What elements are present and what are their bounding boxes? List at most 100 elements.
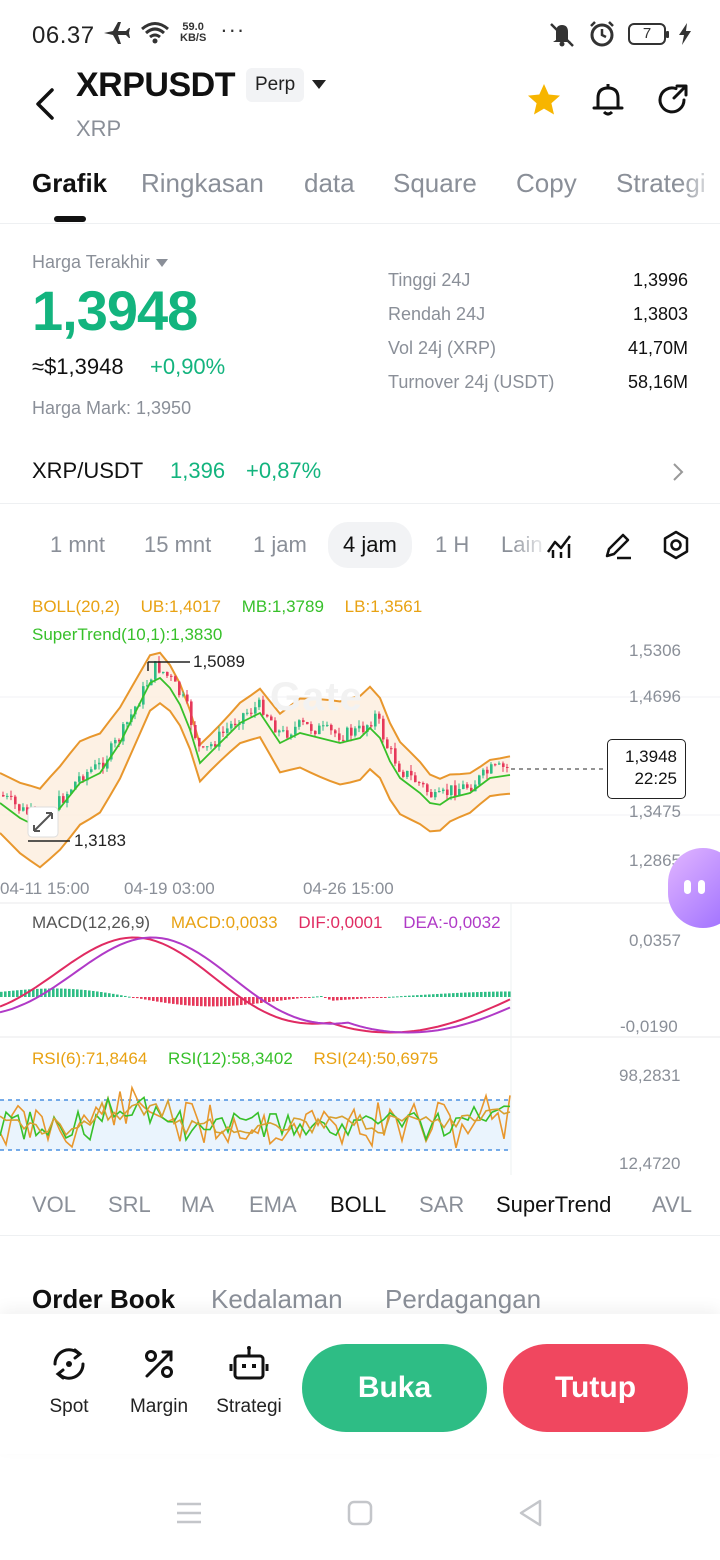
candle-body	[154, 661, 157, 680]
interval-15m[interactable]: 15 mnt	[144, 532, 212, 557]
macd-histogram-bar	[316, 996, 319, 998]
chart-settings-icon[interactable]	[661, 530, 691, 560]
back-nav-icon[interactable]	[516, 1498, 546, 1528]
last-price-label[interactable]: Harga Terakhir	[32, 252, 168, 273]
macd-histogram-bar	[140, 997, 143, 999]
macd-histogram-bar	[460, 992, 463, 997]
back-icon[interactable]	[30, 84, 60, 124]
tab-perdagangan[interactable]: Perdagangan	[385, 1284, 542, 1314]
candle-body	[190, 701, 193, 726]
rsi-12-line	[0, 1095, 511, 1142]
indicator-icon[interactable]	[545, 530, 575, 560]
chart-canvas[interactable]	[0, 585, 720, 1175]
favorite-star-icon[interactable]	[526, 82, 562, 118]
indicator-sar[interactable]: SAR	[419, 1192, 465, 1217]
macd-histogram-bar	[256, 997, 259, 1004]
candle-body	[102, 762, 105, 769]
indicator-avl[interactable]: AVL	[652, 1192, 692, 1217]
pair-subtitle: XRP	[76, 116, 122, 141]
candle-body	[114, 740, 117, 744]
spot-button[interactable]: Spot	[24, 1344, 114, 1418]
candle-body	[454, 785, 457, 796]
kline-chart[interactable]: Gate BOLL(20,2) UB:1,4017 MB:1,3789 LB:1…	[0, 585, 720, 1175]
macd-dif-line	[0, 936, 511, 1034]
menu-icon[interactable]	[174, 1498, 204, 1528]
tab-grafik[interactable]: Grafik	[32, 168, 108, 198]
tab-data[interactable]: data	[304, 168, 355, 198]
candle-body	[438, 791, 441, 793]
spot-price: 1,396	[170, 458, 226, 483]
macd-histogram-bar	[480, 991, 483, 997]
macd-histogram-bar	[320, 996, 323, 998]
candle-body	[414, 775, 417, 783]
close-position-button[interactable]: Tutup	[503, 1344, 688, 1432]
macd-histogram-bar	[380, 997, 383, 998]
pair-dropdown-icon[interactable]	[312, 80, 326, 89]
macd-histogram-bar	[84, 990, 87, 997]
indicator-srl[interactable]: SRL	[108, 1192, 151, 1217]
stat-row: Rendah 24J 1,3803	[388, 304, 688, 324]
candle-body	[14, 796, 17, 805]
indicator-vol[interactable]: VOL	[32, 1192, 77, 1217]
interval-1d[interactable]: 1 H	[435, 532, 470, 557]
macd-histogram-bar	[400, 996, 403, 998]
interval-1h[interactable]: 1 jam	[253, 532, 307, 557]
candle-body	[370, 725, 373, 727]
tab-square[interactable]: Square	[393, 168, 477, 198]
indicator-supertrend[interactable]: SuperTrend	[496, 1192, 612, 1217]
macd-histogram-bar	[268, 997, 271, 1003]
header: XRPUSDT Perp XRP	[0, 60, 720, 150]
macd-histogram-bar	[396, 996, 399, 998]
macd-histogram-bar	[48, 988, 51, 997]
interval-4h[interactable]: 4 jam	[328, 522, 412, 568]
candle-body	[226, 728, 229, 733]
open-position-button[interactable]: Buka	[302, 1344, 487, 1432]
perp-badge[interactable]: Perp	[246, 68, 305, 102]
tab-kedalaman[interactable]: Kedalaman	[211, 1284, 343, 1314]
candle-body	[2, 795, 5, 797]
tab-order-book[interactable]: Order Book	[32, 1284, 176, 1314]
interval-1m[interactable]: 1 mnt	[50, 532, 106, 557]
candle-body	[410, 770, 413, 776]
candle-body	[422, 782, 425, 785]
strategy-button[interactable]: Strategi	[204, 1344, 294, 1418]
macd-histogram-bar	[136, 997, 139, 999]
bell-icon[interactable]	[590, 82, 626, 118]
macd-histogram-bar	[56, 988, 59, 997]
indicator-ema[interactable]: EMA	[249, 1192, 297, 1217]
macd-histogram-bar	[476, 992, 479, 997]
margin-button[interactable]: Margin	[114, 1344, 204, 1418]
pair-title[interactable]: XRPUSDT	[76, 66, 235, 104]
candle-body	[70, 789, 73, 794]
assistant-bubble[interactable]	[668, 848, 720, 928]
tab-ringkasan[interactable]: Ringkasan	[141, 168, 264, 198]
share-icon[interactable]	[654, 82, 690, 118]
candle-body	[234, 723, 237, 726]
macd-histogram-bar	[200, 997, 203, 1007]
spot-change: +0,87%	[246, 458, 322, 483]
macd-histogram-bar	[456, 992, 459, 997]
candle-body	[18, 804, 21, 811]
candle-body	[294, 726, 297, 735]
draw-pencil-icon[interactable]	[603, 530, 633, 560]
macd-histogram-bar	[364, 997, 367, 999]
tab-copy[interactable]: Copy	[516, 168, 577, 198]
macd-histogram-bar	[104, 992, 107, 997]
candle-body	[278, 730, 281, 733]
indicator-ma[interactable]: MA	[181, 1192, 214, 1217]
indicator-boll[interactable]: BOLL	[330, 1192, 387, 1217]
candle-body	[90, 769, 93, 772]
status-left-icons: 59.0 KB/S ···	[102, 17, 245, 46]
candle-body	[82, 776, 85, 781]
candle-body	[290, 734, 293, 738]
macd-histogram-bar	[296, 997, 299, 999]
interval-bar: 1 mnt 15 mnt 1 jam 4 jam 1 H Lain	[0, 510, 720, 580]
candle-body	[98, 762, 101, 765]
macd-histogram-bar	[236, 997, 239, 1006]
macd-histogram-bar	[452, 993, 455, 997]
spot-pair-row[interactable]: XRP/USDT 1,396 +0,87%	[0, 440, 720, 504]
candle-body	[318, 725, 321, 735]
candle-body	[502, 763, 505, 767]
home-icon[interactable]	[345, 1498, 375, 1528]
candle-body	[74, 781, 77, 790]
